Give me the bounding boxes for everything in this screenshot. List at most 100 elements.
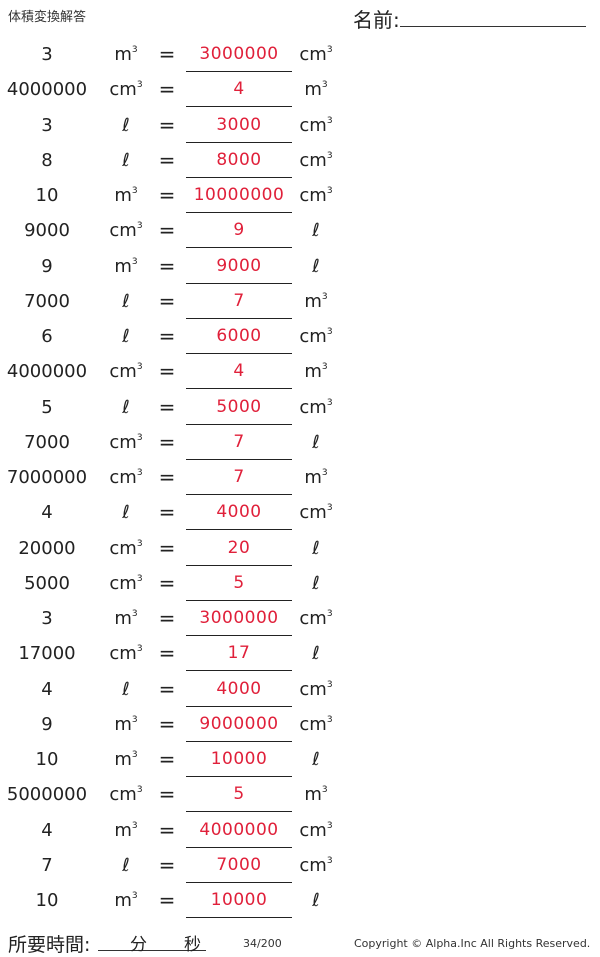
problem-row: 10 m3 = 10000 ℓ	[0, 884, 600, 919]
answer-field[interactable]: 5	[186, 784, 292, 813]
unit-to: cm3	[294, 150, 338, 171]
problem-row: 7000 ℓ = 7 m3	[0, 285, 600, 320]
answer-field[interactable]: 7	[186, 467, 292, 495]
answer-field[interactable]: 4000	[186, 502, 292, 531]
sheet-title: 体積変換解答	[8, 10, 87, 25]
unit-to: m3	[294, 361, 338, 382]
equals-sign: =	[158, 606, 176, 630]
unit-from-base: cm	[109, 643, 137, 665]
problem-row: 20000 cm3 = 20 ℓ	[0, 532, 600, 567]
answer-field[interactable]: 10000000	[186, 185, 292, 213]
unit-from: m3	[104, 749, 148, 770]
problem-row: 10 m3 = 10000000 cm3	[0, 179, 600, 214]
unit-to-exponent: 3	[326, 714, 333, 725]
problem-row: 9 m3 = 9000000 cm3	[0, 708, 600, 743]
equals-sign: =	[158, 147, 176, 172]
unit-to: cm3	[294, 714, 338, 735]
problem-row: 8 ℓ = 8000 cm3	[0, 144, 600, 179]
equals-sign: =	[158, 817, 176, 842]
unit-from-exponent: 3	[136, 468, 143, 478]
unit-to-base: cm	[299, 678, 327, 700]
answer-field[interactable]: 9000	[186, 256, 292, 284]
unit-to-exponent: 3	[326, 115, 333, 126]
problem-row: 9000 cm3 = 9 ℓ	[0, 214, 600, 249]
answer-field[interactable]: 7	[186, 432, 292, 460]
unit-to-base: cm	[299, 185, 327, 206]
unit-from: ℓ	[104, 502, 148, 523]
unit-to-exponent: 3	[321, 291, 328, 302]
equals-sign: =	[158, 324, 176, 348]
unit-from-base: ℓ	[122, 502, 130, 524]
answer-field[interactable]: 17	[186, 643, 292, 672]
unit-to: ℓ	[294, 749, 338, 770]
unit-to: ℓ	[294, 573, 338, 594]
given-value: 3	[41, 114, 53, 136]
equals-sign: =	[158, 429, 176, 454]
answer-field[interactable]: 4	[186, 79, 292, 108]
unit-from-base: ℓ	[122, 114, 130, 136]
unit-to: ℓ	[294, 643, 338, 664]
answer-field[interactable]: 20	[186, 538, 292, 566]
equals-sign: =	[158, 183, 176, 207]
unit-to-base: ℓ	[312, 749, 320, 770]
answer-field[interactable]: 6000	[186, 326, 292, 354]
unit-from: m3	[104, 185, 148, 206]
unit-to-base: ℓ	[312, 643, 320, 665]
problem-row: 5000000 cm3 = 5 m3	[0, 778, 600, 813]
answer-field[interactable]: 5000	[186, 397, 292, 425]
unit-from: ℓ	[104, 855, 148, 876]
equals-sign: =	[158, 747, 176, 771]
unit-from: cm3	[104, 643, 148, 664]
answer-field[interactable]: 9	[186, 220, 292, 249]
given-value: 6	[41, 326, 53, 347]
answer-field[interactable]: 3000000	[186, 608, 292, 636]
unit-to-base: cm	[299, 326, 327, 347]
given-value: 10	[35, 890, 59, 911]
problem-row: 17000 cm3 = 17 ℓ	[0, 637, 600, 672]
answer-field[interactable]: 9000000	[186, 714, 292, 742]
unit-to-base: m	[304, 784, 322, 806]
unit-to: m3	[294, 79, 338, 100]
unit-from-exponent: 3	[131, 820, 138, 831]
answer-field[interactable]: 8000	[186, 150, 292, 178]
name-field-line[interactable]	[400, 26, 586, 27]
unit-to: cm3	[294, 502, 338, 523]
answer-field[interactable]: 4	[186, 361, 292, 390]
answer-field[interactable]: 10000	[186, 890, 292, 918]
answer-field[interactable]: 3000000	[186, 44, 292, 72]
answer-field[interactable]: 7	[186, 291, 292, 319]
unit-from-base: cm	[109, 79, 137, 101]
unit-from-exponent: 3	[136, 362, 143, 373]
equals-sign: =	[158, 711, 176, 736]
answer-field[interactable]: 3000	[186, 115, 292, 143]
problem-row: 3 ℓ = 3000 cm3	[0, 109, 600, 144]
time-field-line[interactable]	[98, 950, 206, 951]
unit-to-exponent: 3	[326, 150, 333, 161]
time-required-label: 所要時間:	[8, 934, 91, 956]
answer-field[interactable]: 4000	[186, 679, 292, 707]
problem-row: 5000 cm3 = 5 ℓ	[0, 567, 600, 602]
unit-from-exponent: 3	[131, 186, 138, 196]
unit-from-base: ℓ	[122, 290, 130, 312]
unit-to-exponent: 3	[321, 80, 328, 91]
copyright-notice: Copyright © Alpha.Inc All Rights Reserve…	[354, 937, 591, 950]
unit-from-base: cm	[109, 784, 137, 806]
given-value: 9	[41, 255, 53, 277]
answer-field[interactable]: 5	[186, 573, 292, 601]
unit-to: m3	[294, 467, 338, 488]
unit-to: cm3	[294, 44, 338, 65]
unit-to: m3	[294, 784, 338, 805]
answer-field[interactable]: 10000	[186, 749, 292, 777]
unit-to: ℓ	[294, 432, 338, 453]
unit-from-exponent: 3	[131, 891, 138, 901]
unit-from-exponent: 3	[136, 221, 143, 232]
unit-to-base: cm	[299, 149, 327, 171]
answer-field[interactable]: 4000000	[186, 820, 292, 848]
unit-from: ℓ	[104, 679, 148, 700]
given-value: 4	[41, 678, 53, 700]
problem-row: 7000000 cm3 = 7 m3	[0, 461, 600, 496]
unit-to-base: cm	[299, 502, 327, 524]
unit-to-exponent: 3	[326, 820, 333, 831]
answer-field[interactable]: 7000	[186, 855, 292, 883]
unit-from-base: cm	[109, 572, 137, 594]
